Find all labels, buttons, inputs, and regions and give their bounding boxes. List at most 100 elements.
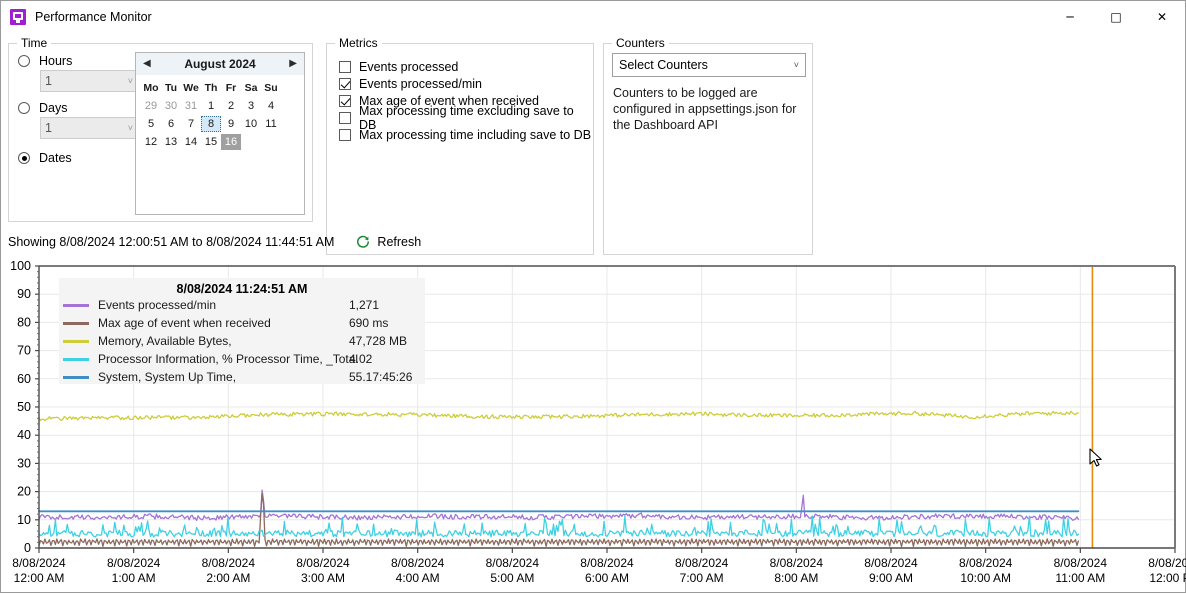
status-row: Showing 8/08/2024 12:00:51 AM to 8/08/20… xyxy=(1,229,421,255)
metric-checkbox-row[interactable]: Max age of event when received xyxy=(339,92,593,109)
calendar-week-row: 12 13 14 15 16 xyxy=(141,133,299,151)
svg-text:9:00 AM: 9:00 AM xyxy=(869,571,913,585)
svg-text:1:00 AM: 1:00 AM xyxy=(112,571,156,585)
svg-text:3:00 AM: 3:00 AM xyxy=(301,571,345,585)
refresh-label: Refresh xyxy=(377,235,422,249)
calendar-week-row: 29 30 31 1 2 3 4 xyxy=(141,97,299,115)
calendar-day-5[interactable]: 5 xyxy=(147,118,155,130)
calendar-day-10[interactable]: 10 xyxy=(244,118,258,130)
calendar-day-16[interactable]: 16 xyxy=(221,134,241,150)
svg-text:11:00 AM: 11:00 AM xyxy=(1055,571,1105,585)
calendar-next-icon[interactable]: ▶ xyxy=(289,57,297,69)
select-counters-dropdown[interactable]: Select Counters ˅ xyxy=(612,53,806,77)
metric-checkbox-row[interactable]: Max processing time excluding save to DB xyxy=(339,104,593,132)
metric-checkbox-row[interactable]: Max processing time including save to DB xyxy=(339,126,593,143)
svg-text:8/08/2024: 8/08/2024 xyxy=(1148,556,1186,570)
svg-text:30: 30 xyxy=(17,456,31,470)
radio-dates-indicator xyxy=(18,152,30,164)
svg-text:40: 40 xyxy=(17,428,31,442)
chevron-down-icon: ˅ xyxy=(793,60,799,70)
metric-label: Max processing time including save to DB xyxy=(359,127,592,142)
calendar-day-29[interactable]: 29 xyxy=(144,100,158,112)
svg-text:8/08/2024: 8/08/2024 xyxy=(296,556,350,570)
svg-text:8/08/2024: 8/08/2024 xyxy=(486,556,540,570)
metrics-group-title: Metrics xyxy=(335,36,382,50)
chevron-down-icon: ˅ xyxy=(127,76,133,86)
title-bar: Performance Monitor ─ □ ✕ xyxy=(1,1,1185,32)
date-picker-calendar[interactable]: ◀ August 2024 ▶ Mo Tu We Th Fr Sa Su 29 3… xyxy=(135,52,305,215)
close-button[interactable]: ✕ xyxy=(1139,1,1185,32)
svg-text:90: 90 xyxy=(17,287,31,301)
svg-text:8:00 AM: 8:00 AM xyxy=(774,571,818,585)
calendar-day-30[interactable]: 30 xyxy=(164,100,178,112)
dow-we: We xyxy=(183,82,199,94)
metric-label: Max age of event when received xyxy=(359,93,539,108)
svg-text:80: 80 xyxy=(17,315,31,329)
calendar-day-13[interactable]: 13 xyxy=(164,136,178,148)
checkbox-icon xyxy=(339,94,351,107)
counters-group: Counters Select Counters ˅ Counters to b… xyxy=(603,36,813,255)
svg-text:6:00 AM: 6:00 AM xyxy=(585,571,629,585)
metrics-checkbox-list: Events processed Events processed/min Max … xyxy=(339,58,593,143)
radio-hours-label: Hours xyxy=(39,54,73,68)
svg-text:8/08/2024: 8/08/2024 xyxy=(1054,556,1108,570)
dow-mo: Mo xyxy=(143,82,159,94)
radio-dates[interactable]: Dates xyxy=(18,149,138,167)
dow-tu: Tu xyxy=(164,82,178,94)
refresh-icon xyxy=(357,235,370,248)
calendar-week-row: 5 6 7 8 9 10 11 xyxy=(141,115,299,133)
checkbox-icon xyxy=(339,111,351,124)
hours-combobox[interactable]: 1 ˅ xyxy=(40,70,138,92)
calendar-day-7[interactable]: 7 xyxy=(187,118,195,130)
calendar-day-12[interactable]: 12 xyxy=(144,136,158,148)
calendar-header: ◀ August 2024 ▶ xyxy=(136,53,304,75)
svg-text:5:00 AM: 5:00 AM xyxy=(490,571,534,585)
svg-text:10:00 AM: 10:00 AM xyxy=(960,571,1011,585)
minimize-button[interactable]: ─ xyxy=(1047,1,1093,32)
metric-checkbox-row[interactable]: Events processed/min xyxy=(339,75,593,92)
calendar-day-1[interactable]: 1 xyxy=(207,100,215,112)
dow-th: Th xyxy=(204,82,218,94)
radio-days-indicator xyxy=(18,102,30,114)
calendar-day-14[interactable]: 14 xyxy=(184,136,198,148)
svg-text:8/08/2024: 8/08/2024 xyxy=(675,556,729,570)
calendar-prev-icon[interactable]: ◀ xyxy=(143,57,151,69)
calendar-day-11[interactable]: 11 xyxy=(265,118,277,130)
svg-text:12:00 PM: 12:00 PM xyxy=(1149,571,1186,585)
calendar-day-15[interactable]: 15 xyxy=(204,136,218,148)
minimize-icon: ─ xyxy=(1066,9,1074,24)
calendar-day-4[interactable]: 4 xyxy=(267,100,275,112)
maximize-button[interactable]: □ xyxy=(1093,1,1139,32)
showing-range-text: Showing 8/08/2024 12:00:51 AM to 8/08/20… xyxy=(8,235,335,249)
calendar-day-6[interactable]: 6 xyxy=(167,118,175,130)
svg-text:8/08/2024: 8/08/2024 xyxy=(12,556,66,570)
radio-days[interactable]: Days xyxy=(18,99,138,117)
time-group: Time Hours 1 ˅ Days 1 ˅ xyxy=(8,36,313,222)
calendar-dow-row: Mo Tu We Th Fr Sa Su xyxy=(141,79,299,97)
days-combobox[interactable]: 1 ˅ xyxy=(40,117,138,139)
chevron-down-icon: ˅ xyxy=(127,123,133,133)
calendar-day-9[interactable]: 9 xyxy=(227,118,235,130)
window-title: Performance Monitor xyxy=(35,9,152,24)
refresh-button[interactable]: Refresh xyxy=(356,235,421,249)
metric-checkbox-row[interactable]: Events processed xyxy=(339,58,593,75)
calendar-day-31[interactable]: 31 xyxy=(184,100,198,112)
metrics-group: Metrics Events processed Events processed… xyxy=(326,36,594,255)
svg-text:8/08/2024: 8/08/2024 xyxy=(770,556,824,570)
calendar-day-blank xyxy=(241,134,261,150)
svg-text:7:00 AM: 7:00 AM xyxy=(680,571,724,585)
settings-panels: Time Hours 1 ˅ Days 1 ˅ xyxy=(1,33,1185,255)
radio-hours[interactable]: Hours xyxy=(18,52,138,70)
svg-text:8/08/2024: 8/08/2024 xyxy=(864,556,918,570)
time-group-title: Time xyxy=(17,36,52,50)
calendar-day-2[interactable]: 2 xyxy=(227,100,235,112)
calendar-day-3[interactable]: 3 xyxy=(247,100,255,112)
svg-text:12:00 AM: 12:00 AM xyxy=(14,571,65,585)
svg-text:2:00 AM: 2:00 AM xyxy=(206,571,250,585)
performance-chart[interactable]: 0 10 20 30 40 50 60 70 80 90 100 8/08/2024 12:00 AM 8… xyxy=(1,257,1186,594)
svg-text:0: 0 xyxy=(24,541,31,555)
radio-dates-label: Dates xyxy=(39,151,72,165)
calendar-day-8[interactable]: 8 xyxy=(201,116,221,132)
